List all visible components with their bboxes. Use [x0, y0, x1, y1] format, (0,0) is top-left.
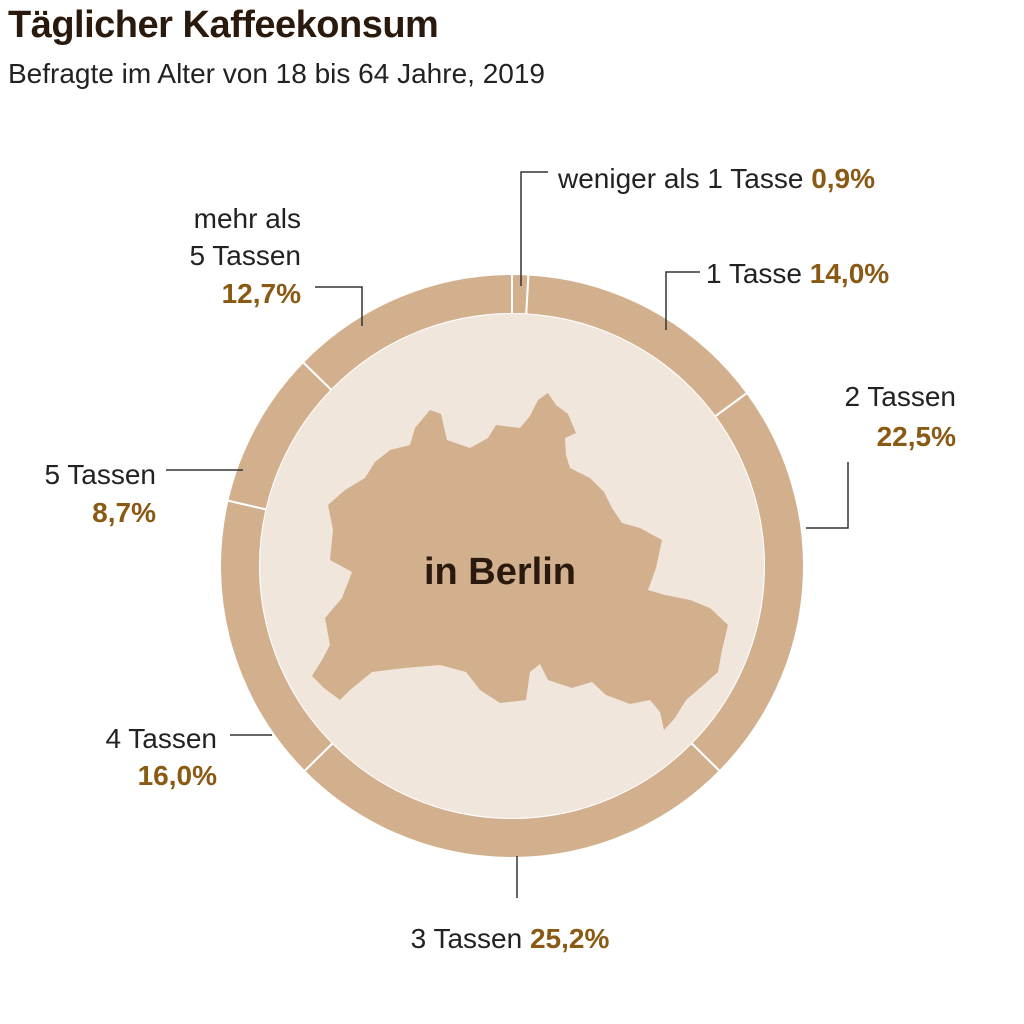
center-label: in Berlin [424, 551, 576, 593]
slice-label: 4 Tassen [105, 723, 217, 754]
label-spacer [522, 923, 530, 954]
slice-category-label: 4 Tassen [105, 723, 217, 754]
slice-value-label: 12,7% [222, 278, 301, 309]
leader-line [806, 462, 849, 529]
chart-title: Täglicher Kaffeekonsum [8, 4, 439, 46]
slice-value-label: 14,0% [810, 258, 889, 289]
slice-label: 8,7% [92, 497, 156, 528]
slice-label: 5 Tassen [44, 459, 156, 490]
chart-subtitle: Befragte im Alter von 18 bis 64 Jahre, 2… [8, 58, 545, 89]
leader-lines [166, 171, 849, 898]
slice-label: 16,0% [138, 760, 217, 791]
leader-line [315, 286, 363, 326]
slice-label: 22,5% [877, 421, 956, 452]
slice-labels: weniger als 1 Tasse 0,9% 1 Tasse 14,0% 2 T… [44, 163, 956, 954]
slice-label: mehr als [194, 203, 301, 234]
slice-label: weniger als 1 Tasse 0,9% [557, 163, 875, 194]
slice-label: 1 Tasse 14,0% [706, 258, 889, 289]
slice-label: 12,7% [222, 278, 301, 309]
leader-line [520, 171, 548, 286]
slice-category-label: 3 Tassen [411, 923, 523, 954]
slice-value-label: 0,9% [811, 163, 875, 194]
slice-category-label: mehr als [194, 203, 301, 234]
slice-category-label: 5 Tassen [189, 240, 301, 271]
slice-label: 2 Tassen [844, 381, 956, 412]
slice-category-label: 5 Tassen [44, 459, 156, 490]
slice-value-label: 16,0% [138, 760, 217, 791]
slice-category-label: 2 Tassen [844, 381, 956, 412]
label-spacer [803, 163, 811, 194]
slice-label: 3 Tassen 25,2% [411, 923, 610, 954]
slice-value-label: 22,5% [877, 421, 956, 452]
slice-category-label: weniger als 1 Tasse [557, 163, 803, 194]
slice-label: 5 Tassen [189, 240, 301, 271]
slice-category-label: 1 Tasse [706, 258, 802, 289]
label-spacer [802, 258, 810, 289]
slice-value-label: 8,7% [92, 497, 156, 528]
leader-line [665, 271, 700, 330]
berlin-map-shape [312, 393, 728, 730]
slice-value-label: 25,2% [530, 923, 609, 954]
